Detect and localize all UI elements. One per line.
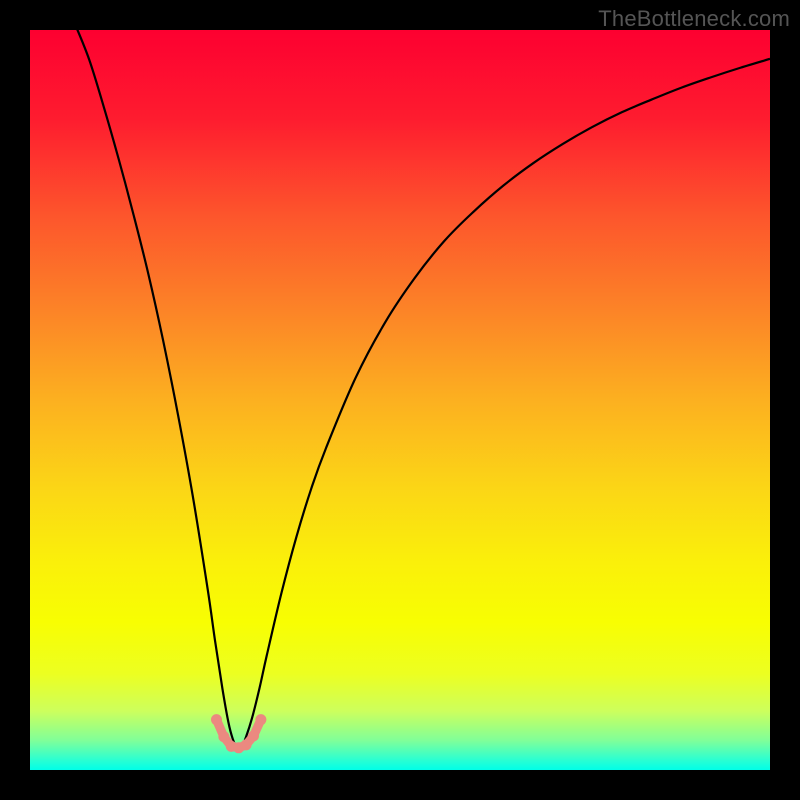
plot-area [30, 30, 770, 770]
bottom-marker-dot [255, 714, 266, 725]
bottom-marker-dot [211, 714, 222, 725]
chart-frame: TheBottleneck.com [0, 0, 800, 800]
bottom-marker-dot [248, 730, 259, 741]
bottom-marker-dot [241, 739, 252, 750]
watermark-text: TheBottleneck.com [598, 6, 790, 32]
gradient-background [30, 30, 770, 770]
chart-svg [30, 30, 770, 770]
bottom-marker-dot [218, 731, 229, 742]
